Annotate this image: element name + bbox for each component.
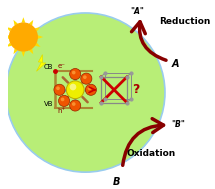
Circle shape — [9, 23, 37, 51]
Text: CB: CB — [43, 64, 53, 70]
Polygon shape — [22, 51, 25, 57]
Polygon shape — [4, 35, 9, 39]
Circle shape — [54, 84, 65, 95]
Circle shape — [70, 100, 81, 111]
Circle shape — [83, 75, 87, 79]
Polygon shape — [29, 48, 33, 54]
Text: e⁻: e⁻ — [58, 64, 66, 69]
Circle shape — [85, 84, 97, 95]
Circle shape — [72, 71, 75, 74]
Text: "A": "A" — [130, 7, 144, 16]
Text: Reduction: Reduction — [159, 17, 211, 26]
Circle shape — [70, 68, 81, 80]
Polygon shape — [35, 43, 40, 47]
Text: B: B — [113, 177, 121, 187]
Text: A: A — [171, 59, 179, 69]
Polygon shape — [6, 43, 12, 47]
Polygon shape — [22, 17, 25, 23]
Circle shape — [56, 86, 60, 90]
Circle shape — [70, 84, 76, 90]
Text: ?: ? — [132, 83, 139, 96]
Polygon shape — [29, 20, 33, 26]
Circle shape — [66, 81, 84, 99]
Circle shape — [81, 73, 92, 84]
Polygon shape — [35, 27, 40, 32]
Circle shape — [6, 13, 165, 172]
FancyArrowPatch shape — [123, 119, 164, 165]
Text: Oxidation: Oxidation — [126, 149, 176, 158]
FancyArrowPatch shape — [132, 22, 166, 60]
Text: VB: VB — [43, 101, 53, 107]
Text: h⁺: h⁺ — [58, 108, 66, 114]
Polygon shape — [6, 27, 12, 32]
Polygon shape — [14, 48, 18, 54]
Circle shape — [72, 102, 75, 106]
Circle shape — [58, 95, 70, 106]
Polygon shape — [14, 20, 18, 26]
Circle shape — [61, 98, 64, 101]
Circle shape — [88, 86, 91, 90]
Polygon shape — [38, 35, 43, 39]
Text: "B": "B" — [171, 119, 185, 129]
Polygon shape — [37, 55, 46, 71]
